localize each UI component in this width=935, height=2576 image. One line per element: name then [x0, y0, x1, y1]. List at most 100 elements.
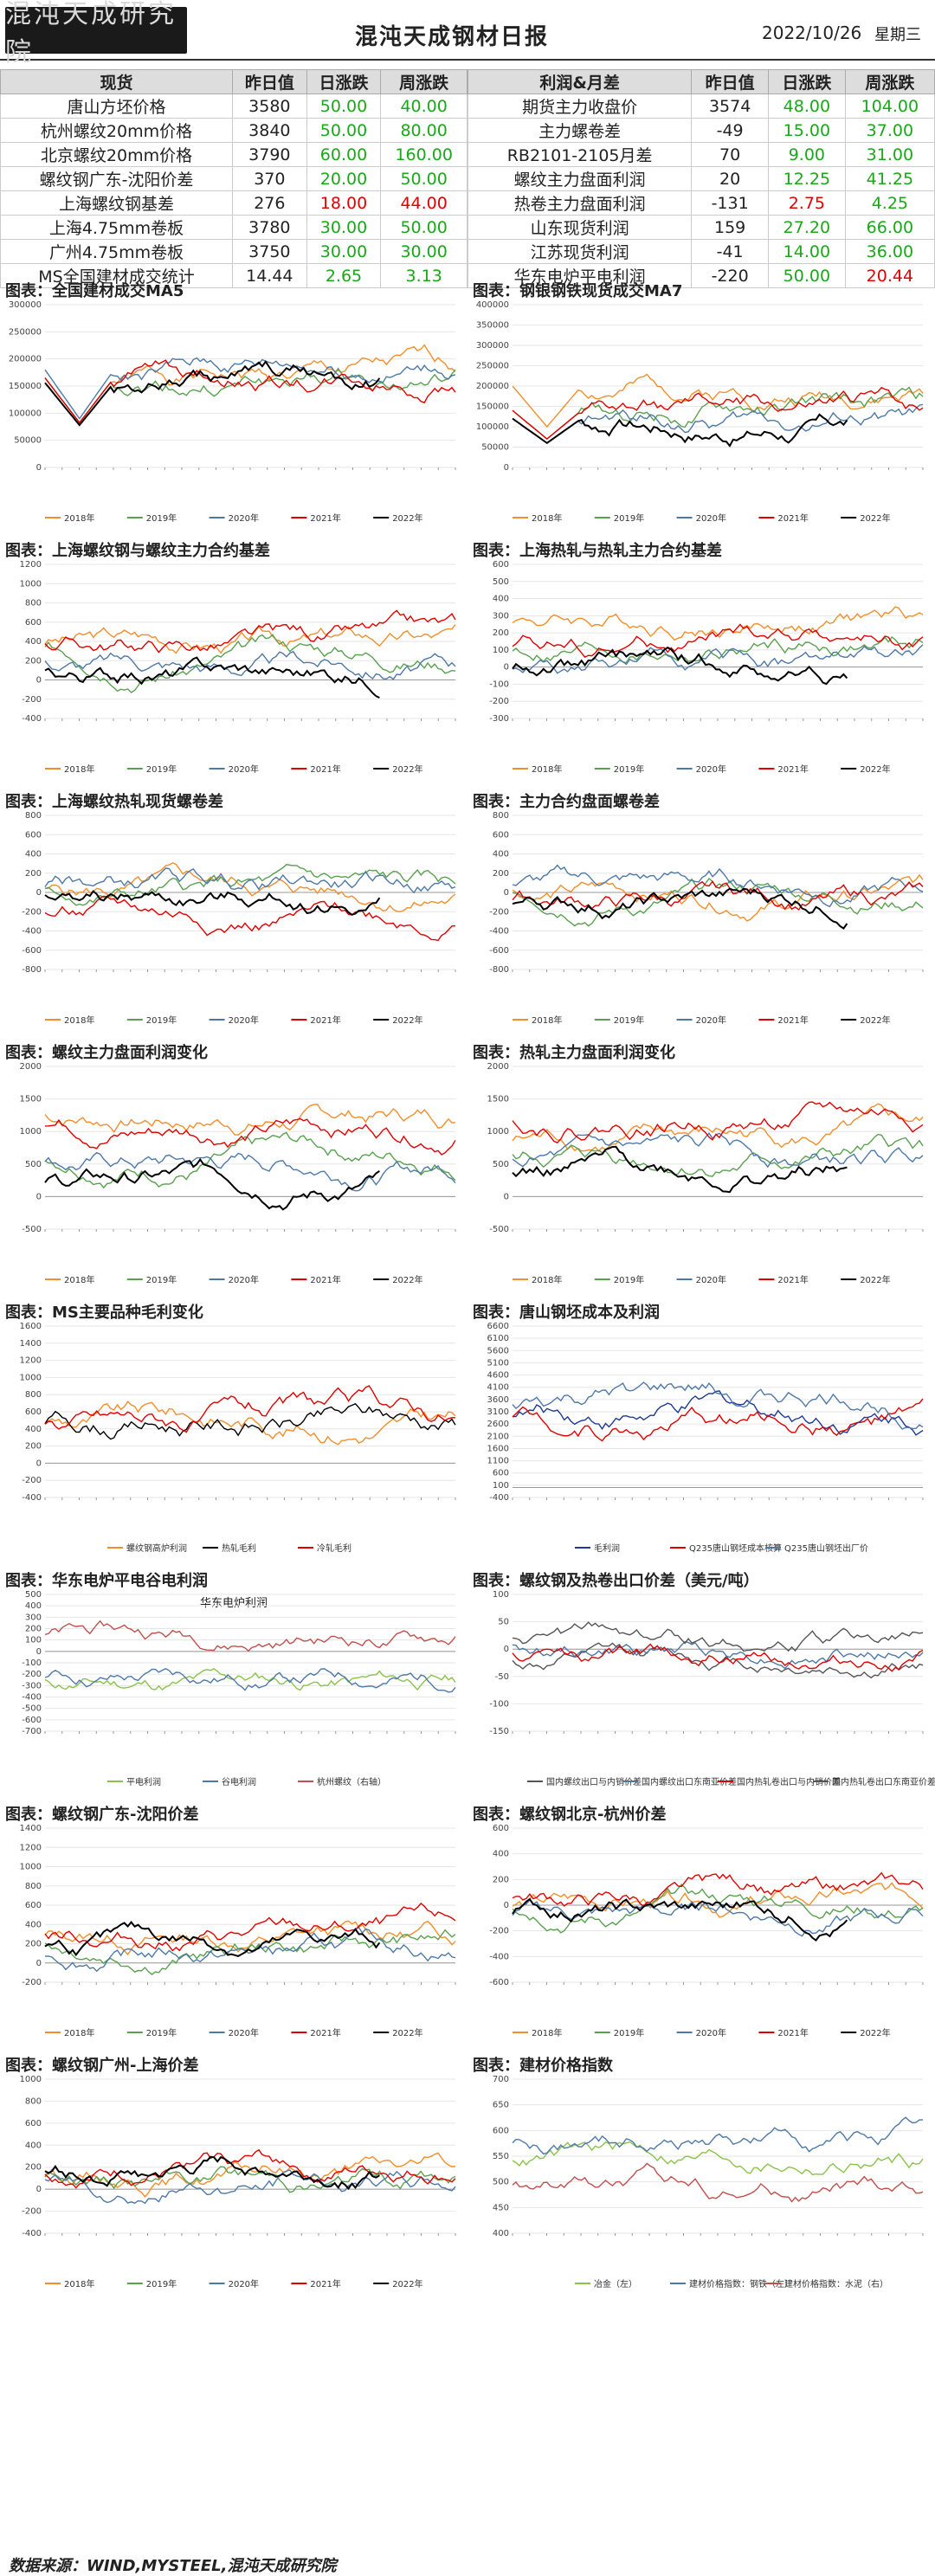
- table-cell: 50.00: [306, 118, 382, 143]
- y-tick-label: 250000: [476, 362, 509, 371]
- y-tick-label: 400: [493, 1850, 509, 1859]
- y-tick-label: 300000: [9, 300, 42, 310]
- legend-label: 2021年: [777, 1274, 808, 1285]
- legend-label: 平电利润: [126, 1776, 161, 1787]
- y-tick-label: -200: [22, 1978, 42, 1987]
- table-row: 主力螺卷差 -49 15.00 37.00: [467, 118, 935, 143]
- series-line: [44, 656, 380, 699]
- y-tick-label: 100000: [9, 409, 42, 418]
- chart-title: 图表：钢银钢铁现货成交MA7: [473, 282, 683, 300]
- legend-label: 2022年: [392, 763, 422, 775]
- series-line: [44, 2155, 380, 2191]
- table-cell: 66.00: [844, 215, 935, 240]
- table-cell: 4.25: [844, 190, 935, 216]
- series-line: [512, 877, 924, 927]
- legend-label: 2019年: [614, 1014, 644, 1026]
- series-line: [512, 386, 924, 441]
- y-tick-label: 400: [25, 850, 42, 860]
- series-line: [512, 1103, 924, 1152]
- legend-label: 2018年: [532, 1274, 562, 1285]
- chart-panel: 图表：螺纹主力盘面利润变化 -500 0 500 1000 1500 2000 2018年 20…: [0, 1039, 468, 1293]
- series-line: [512, 646, 848, 686]
- y-tick-label: 200: [25, 1940, 42, 1949]
- series-line: [44, 1926, 456, 1973]
- y-tick-label: 0: [36, 1647, 42, 1657]
- y-tick-label: 700: [493, 2075, 509, 2084]
- table-header: 昨日值: [691, 69, 769, 94]
- y-tick-label: 2000: [487, 1062, 509, 1072]
- table-cell: 期货主力收盘价: [467, 93, 693, 119]
- table-cell: 北京螺纹20mm价格: [0, 142, 233, 167]
- y-tick-label: 800: [493, 811, 509, 821]
- chart-svg: -400 -200 0 200 400 600 800 1000 1200 2018年 2019年 2…: [20, 560, 456, 775]
- legend-label: 2018年: [64, 1014, 94, 1026]
- series-line: [44, 895, 456, 942]
- table-cell: 主力螺卷差: [467, 118, 693, 143]
- y-tick-label: 0: [36, 1192, 42, 1201]
- series-line: [512, 1381, 924, 1430]
- legend-label: 2022年: [860, 1274, 890, 1285]
- series-line: [44, 609, 456, 654]
- y-tick-label: -800: [22, 965, 42, 975]
- chart-title: 图表：全国建材成交MA5: [5, 282, 184, 300]
- table-cell: -41: [691, 239, 769, 264]
- report-title: 混沌天成钢材日报: [355, 24, 550, 50]
- y-tick-label: 800: [25, 1882, 42, 1891]
- y-tick-label: -200: [22, 695, 42, 705]
- legend-label: 2020年: [229, 1014, 259, 1026]
- series-line: [512, 1132, 924, 1169]
- legend-label: 2018年: [532, 2027, 562, 2038]
- series-line: [512, 1101, 924, 1144]
- chart-inner-title: 华东电炉利润: [200, 1597, 268, 1610]
- chart-title: 图表：螺纹主力盘面利润变化: [5, 1044, 208, 1062]
- y-tick-label: 1500: [20, 1095, 42, 1104]
- y-tick-label: 500: [25, 1590, 42, 1600]
- y-tick-label: 500: [493, 2178, 509, 2187]
- y-tick-label: 100000: [476, 422, 509, 432]
- y-tick-label: 400: [493, 595, 509, 604]
- y-tick-label: 200000: [9, 355, 42, 364]
- table-cell: 广州4.75mm卷板: [0, 239, 233, 264]
- y-tick-label: 400: [25, 637, 42, 647]
- table-cell: 40.00: [380, 93, 468, 119]
- series-line: [512, 1882, 924, 1918]
- y-tick-label: 600: [493, 830, 509, 840]
- table-cell: -131: [691, 190, 769, 216]
- legend-label: 2018年: [532, 763, 562, 775]
- y-tick-label: 2000: [20, 1062, 42, 1072]
- y-tick-label: -600: [489, 946, 509, 956]
- y-tick-label: 200: [493, 869, 509, 879]
- y-tick-label: 0: [36, 888, 42, 898]
- y-tick-label: 150000: [9, 382, 42, 391]
- y-tick-label: 0: [504, 463, 509, 473]
- series-line: [44, 634, 456, 693]
- chart-svg: -400 -200 0 200 400 600 800 1000 1200 1400 1600 螺纹钢…: [20, 1322, 456, 1554]
- legend-label: 2022年: [392, 512, 422, 524]
- y-tick-label: 600: [493, 1824, 509, 1833]
- legend-label: 2019年: [614, 763, 644, 775]
- legend-label: 2022年: [392, 2027, 422, 2038]
- legend-label: 2021年: [310, 763, 340, 775]
- y-tick-label: -200: [22, 1476, 42, 1485]
- y-tick-label: 0: [504, 888, 509, 898]
- y-tick-label: -500: [22, 1704, 42, 1714]
- y-tick-label: 6600: [487, 1322, 509, 1331]
- legend-label: 2019年: [614, 2027, 644, 2038]
- chart-title: 图表：螺纹钢及热卷出口价差（美元/吨）: [473, 1572, 759, 1590]
- legend-label: 2020年: [229, 1274, 259, 1285]
- y-tick-label: 0: [36, 463, 42, 473]
- chart-svg: -200 0 200 400 600 800 1000 1200 1400 2018年 2019年 2…: [20, 1824, 456, 2038]
- y-tick-label: 4100: [487, 1383, 509, 1393]
- series-line: [44, 624, 456, 654]
- series-line: [44, 1104, 456, 1136]
- table-cell: 12.25: [768, 166, 846, 191]
- y-tick-label: 50000: [481, 443, 509, 453]
- table-cell: 30.00: [306, 239, 382, 264]
- chart-title: 图表：螺纹钢广州-上海价差: [5, 2057, 199, 2075]
- table-cell: 30.00: [306, 215, 382, 240]
- chart-panel: 图表：MS主要品种毛利变化 -400 -200 0 200 400 600 800 1000 12…: [0, 1298, 468, 1562]
- y-tick-label: 0: [36, 676, 42, 686]
- legend-label: 2018年: [532, 1014, 562, 1026]
- table-row: 江苏现货利润 -41 14.00 36.00: [467, 239, 935, 264]
- series-line: [512, 1133, 924, 1177]
